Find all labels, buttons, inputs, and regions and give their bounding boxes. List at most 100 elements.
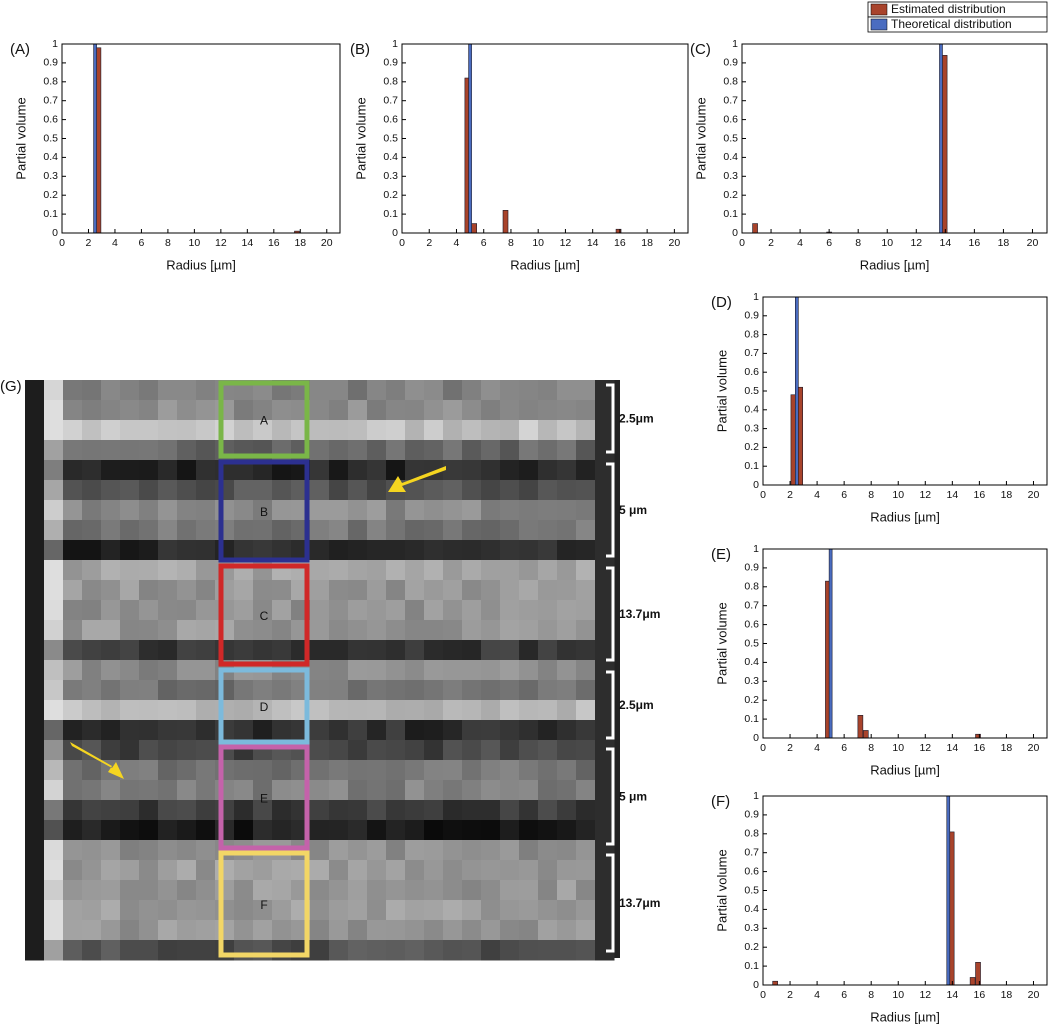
image-pixel <box>63 920 83 941</box>
image-pixel <box>595 680 615 701</box>
x-tick-label: 18 <box>641 237 653 249</box>
image-pixel <box>462 760 482 781</box>
roi-box <box>218 563 310 667</box>
image-pixel <box>44 660 64 681</box>
image-pixel <box>82 860 102 881</box>
y-tick-label: 0.3 <box>383 170 398 182</box>
image-pixel <box>519 480 539 501</box>
image-pixel <box>367 820 387 841</box>
image-pixel <box>462 740 482 761</box>
image-pixel <box>101 380 121 401</box>
image-pixel <box>557 460 577 481</box>
image-pixel <box>538 880 558 901</box>
x-tick-label: 8 <box>508 237 514 249</box>
image-pixel <box>139 540 159 561</box>
image-pixel <box>177 400 197 421</box>
image-pixel <box>405 700 425 721</box>
image-pixel <box>101 640 121 661</box>
image-pixel <box>405 940 425 961</box>
image-pixel <box>101 920 121 941</box>
image-pixel <box>329 740 349 761</box>
image-pixel <box>120 540 140 561</box>
image-pixel <box>367 440 387 461</box>
image-pixel <box>348 500 368 521</box>
image-pixel <box>120 940 140 961</box>
y-tick-label: 0.6 <box>383 113 398 125</box>
image-pixel <box>500 880 520 901</box>
image-pixel <box>101 440 121 461</box>
image-pixel <box>44 400 64 421</box>
x-tick-label: 8 <box>165 237 171 249</box>
image-pixel <box>177 480 197 501</box>
image-pixel <box>519 700 539 721</box>
image-pixel <box>595 580 615 601</box>
image-pixel <box>348 620 368 641</box>
roi-box <box>218 850 310 958</box>
image-pixel <box>177 860 197 881</box>
scale-bracket <box>606 383 615 454</box>
image-pixel <box>253 640 273 661</box>
image-pixel <box>82 800 102 821</box>
image-pixel <box>519 660 539 681</box>
image-pixel <box>424 620 444 641</box>
image-pixel <box>215 580 235 601</box>
image-pixel <box>405 380 425 401</box>
image-pixel <box>63 580 83 601</box>
image-pixel <box>44 940 64 961</box>
image-pixel <box>272 620 292 641</box>
image-pixel <box>177 500 197 521</box>
image-pixel <box>386 820 406 841</box>
image-pixel <box>443 560 463 581</box>
y-tick-label: 1 <box>732 38 738 50</box>
image-pixel <box>63 880 83 901</box>
plot-frame <box>401 43 689 234</box>
image-pixel <box>538 540 558 561</box>
y-tick-label: 0.1 <box>744 460 759 472</box>
image-pixel <box>196 620 216 641</box>
image-pixel <box>329 620 349 641</box>
plot-frame <box>762 548 1048 739</box>
image-pixel <box>25 640 45 661</box>
image-pixel <box>253 780 273 801</box>
image-pixel <box>196 700 216 721</box>
x-tick-label: 18 <box>1001 989 1013 1001</box>
scale-bracket <box>606 747 615 846</box>
image-pixel <box>158 380 178 401</box>
image-pixel <box>481 520 501 541</box>
image-pixel <box>367 740 387 761</box>
image-pixel <box>272 500 292 521</box>
image-pixel <box>215 500 235 521</box>
image-pixel <box>538 500 558 521</box>
image-pixel <box>481 540 501 561</box>
image-pixel <box>519 680 539 701</box>
image-pixel <box>253 400 273 421</box>
image-pixel <box>196 940 216 961</box>
image-pixel <box>576 620 596 641</box>
x-tick-label: 8 <box>868 742 874 754</box>
image-pixel <box>538 820 558 841</box>
image-pixel <box>576 400 596 421</box>
image-pixel <box>367 760 387 781</box>
image-pixel <box>557 600 577 621</box>
y-axis-label: Partial volume <box>714 602 729 684</box>
image-pixel <box>82 660 102 681</box>
image-pixel <box>253 580 273 601</box>
image-pixel <box>215 680 235 701</box>
image-pixel <box>310 940 330 961</box>
image-pixel <box>367 860 387 881</box>
y-tick-label: 0 <box>52 227 58 239</box>
image-pixel <box>158 600 178 621</box>
image-pixel <box>481 400 501 421</box>
image-pixel <box>253 520 273 541</box>
image-pixel <box>177 800 197 821</box>
image-pixel <box>462 820 482 841</box>
image-pixel <box>25 760 45 781</box>
image-pixel <box>101 560 121 581</box>
image-pixel <box>557 520 577 541</box>
image-pixel <box>538 380 558 401</box>
image-pixel <box>500 420 520 441</box>
image-pixel <box>576 440 596 461</box>
image-pixel <box>215 560 235 581</box>
image-pixel <box>367 900 387 921</box>
y-tick-label: 0.6 <box>744 366 759 378</box>
